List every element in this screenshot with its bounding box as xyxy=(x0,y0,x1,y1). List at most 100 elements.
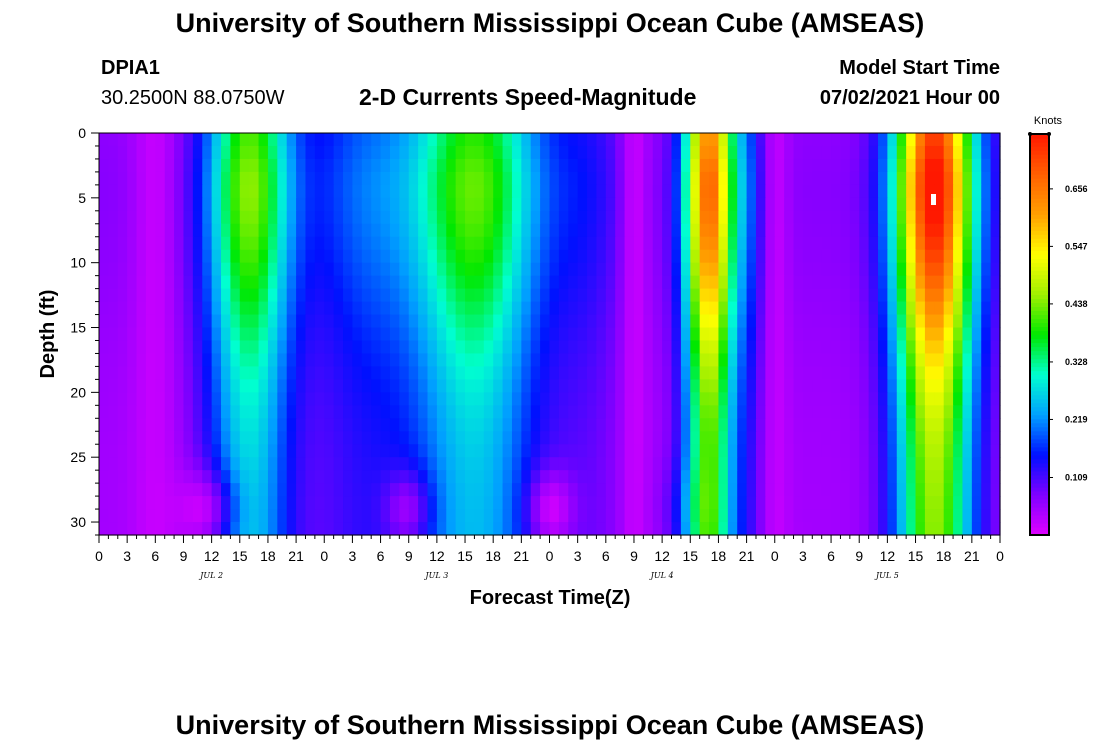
heatmap-cell xyxy=(314,223,325,238)
heatmap-cell xyxy=(943,301,954,316)
heatmap-cell xyxy=(521,301,532,316)
heatmap-cell xyxy=(615,145,626,160)
heatmap-cell xyxy=(286,457,297,471)
heatmap-cell xyxy=(521,405,532,419)
heatmap-cell xyxy=(127,210,138,225)
heatmap-cell xyxy=(924,392,935,406)
heatmap-cell xyxy=(502,223,513,238)
heatmap-cell xyxy=(249,522,260,536)
heatmap-cell xyxy=(530,301,541,316)
heatmap-cell xyxy=(709,431,720,445)
heatmap-cell xyxy=(906,431,917,445)
heatmap-cell xyxy=(755,418,766,432)
heatmap-cell xyxy=(934,470,945,484)
heatmap-cell xyxy=(455,496,466,510)
heatmap-cell xyxy=(915,366,926,380)
colorbar-tick-label: 0.219 xyxy=(1065,414,1088,424)
heatmap-cell xyxy=(699,366,710,380)
heatmap-cell xyxy=(333,444,344,458)
heatmap-cell xyxy=(652,366,663,380)
heatmap-cell xyxy=(474,197,485,212)
heatmap-cell xyxy=(502,470,513,484)
heatmap-cell xyxy=(849,379,860,393)
heatmap-cell xyxy=(155,470,166,484)
heatmap-cell xyxy=(502,145,513,160)
heatmap-cell xyxy=(465,366,476,380)
heatmap-cell xyxy=(831,223,842,238)
heatmap-cell xyxy=(887,145,898,160)
heatmap-cell xyxy=(699,133,710,147)
heatmap-cell xyxy=(286,197,297,212)
heatmap-cell xyxy=(183,353,194,368)
heatmap-cell xyxy=(502,340,513,355)
heatmap-cell xyxy=(624,405,635,419)
colorbar-cell xyxy=(1030,298,1049,304)
heatmap-cell xyxy=(568,158,579,173)
heatmap-cell xyxy=(727,418,738,432)
heatmap-cell xyxy=(474,223,485,238)
heatmap-cell xyxy=(249,431,260,445)
heatmap-cell xyxy=(671,171,682,186)
colorbar-cell xyxy=(1030,350,1049,356)
heatmap-cell xyxy=(718,158,729,173)
heatmap-cell xyxy=(587,145,598,160)
heatmap-cell xyxy=(127,392,138,406)
heatmap-cell xyxy=(267,145,278,160)
heatmap-cell xyxy=(540,509,551,523)
heatmap-cell xyxy=(117,197,128,212)
heatmap-cell xyxy=(774,496,785,510)
heatmap-cell xyxy=(887,184,898,199)
heatmap-cell xyxy=(587,158,598,173)
heatmap-cell xyxy=(174,210,185,225)
heatmap-cell xyxy=(962,327,973,342)
heatmap-cell xyxy=(662,133,673,147)
heatmap-cell xyxy=(361,457,372,471)
heatmap-cell xyxy=(962,405,973,419)
heatmap-cell xyxy=(239,197,250,212)
heatmap-cell xyxy=(446,301,457,316)
heatmap-cell xyxy=(652,392,663,406)
heatmap-cell xyxy=(192,288,203,303)
heatmap-cell xyxy=(436,158,447,173)
heatmap-cell xyxy=(333,327,344,342)
heatmap-cell xyxy=(699,314,710,329)
heatmap-cell xyxy=(774,223,785,238)
colorbar-cell xyxy=(1030,142,1049,147)
heatmap-cell xyxy=(239,470,250,484)
heatmap-cell xyxy=(896,301,907,316)
heatmap-cell xyxy=(117,509,128,523)
heatmap-cell xyxy=(258,353,269,368)
heatmap-cell xyxy=(361,470,372,484)
heatmap-cell xyxy=(943,133,954,147)
heatmap-cell xyxy=(605,288,616,303)
heatmap-cell xyxy=(943,197,954,212)
heatmap-cell xyxy=(380,288,391,303)
heatmap-cell xyxy=(521,457,532,471)
heatmap-cell xyxy=(924,470,935,484)
heatmap-cell xyxy=(849,509,860,523)
heatmap-cell xyxy=(577,470,588,484)
heatmap-cell xyxy=(483,145,494,160)
heatmap-cell xyxy=(230,210,241,225)
heatmap-cell xyxy=(709,223,720,238)
heatmap-cell xyxy=(371,340,382,355)
heatmap-cell xyxy=(418,496,429,510)
heatmap-cell xyxy=(183,301,194,316)
heatmap-cell xyxy=(361,171,372,186)
heatmap-cell xyxy=(821,327,832,342)
heatmap-cell xyxy=(662,509,673,523)
heatmap-cell xyxy=(943,314,954,329)
heatmap-cell xyxy=(399,197,410,212)
heatmap-cell xyxy=(615,522,626,536)
heatmap-cell xyxy=(962,470,973,484)
heatmap-cell xyxy=(211,496,222,510)
heatmap-cell xyxy=(314,236,325,251)
heatmap-cell xyxy=(446,405,457,419)
heatmap-cell xyxy=(258,236,269,251)
heatmap-cell xyxy=(587,340,598,355)
heatmap-cell xyxy=(727,275,738,290)
heatmap-cell xyxy=(305,509,316,523)
heatmap-cell xyxy=(183,470,194,484)
heatmap-cell xyxy=(455,444,466,458)
heatmap-cell xyxy=(436,496,447,510)
